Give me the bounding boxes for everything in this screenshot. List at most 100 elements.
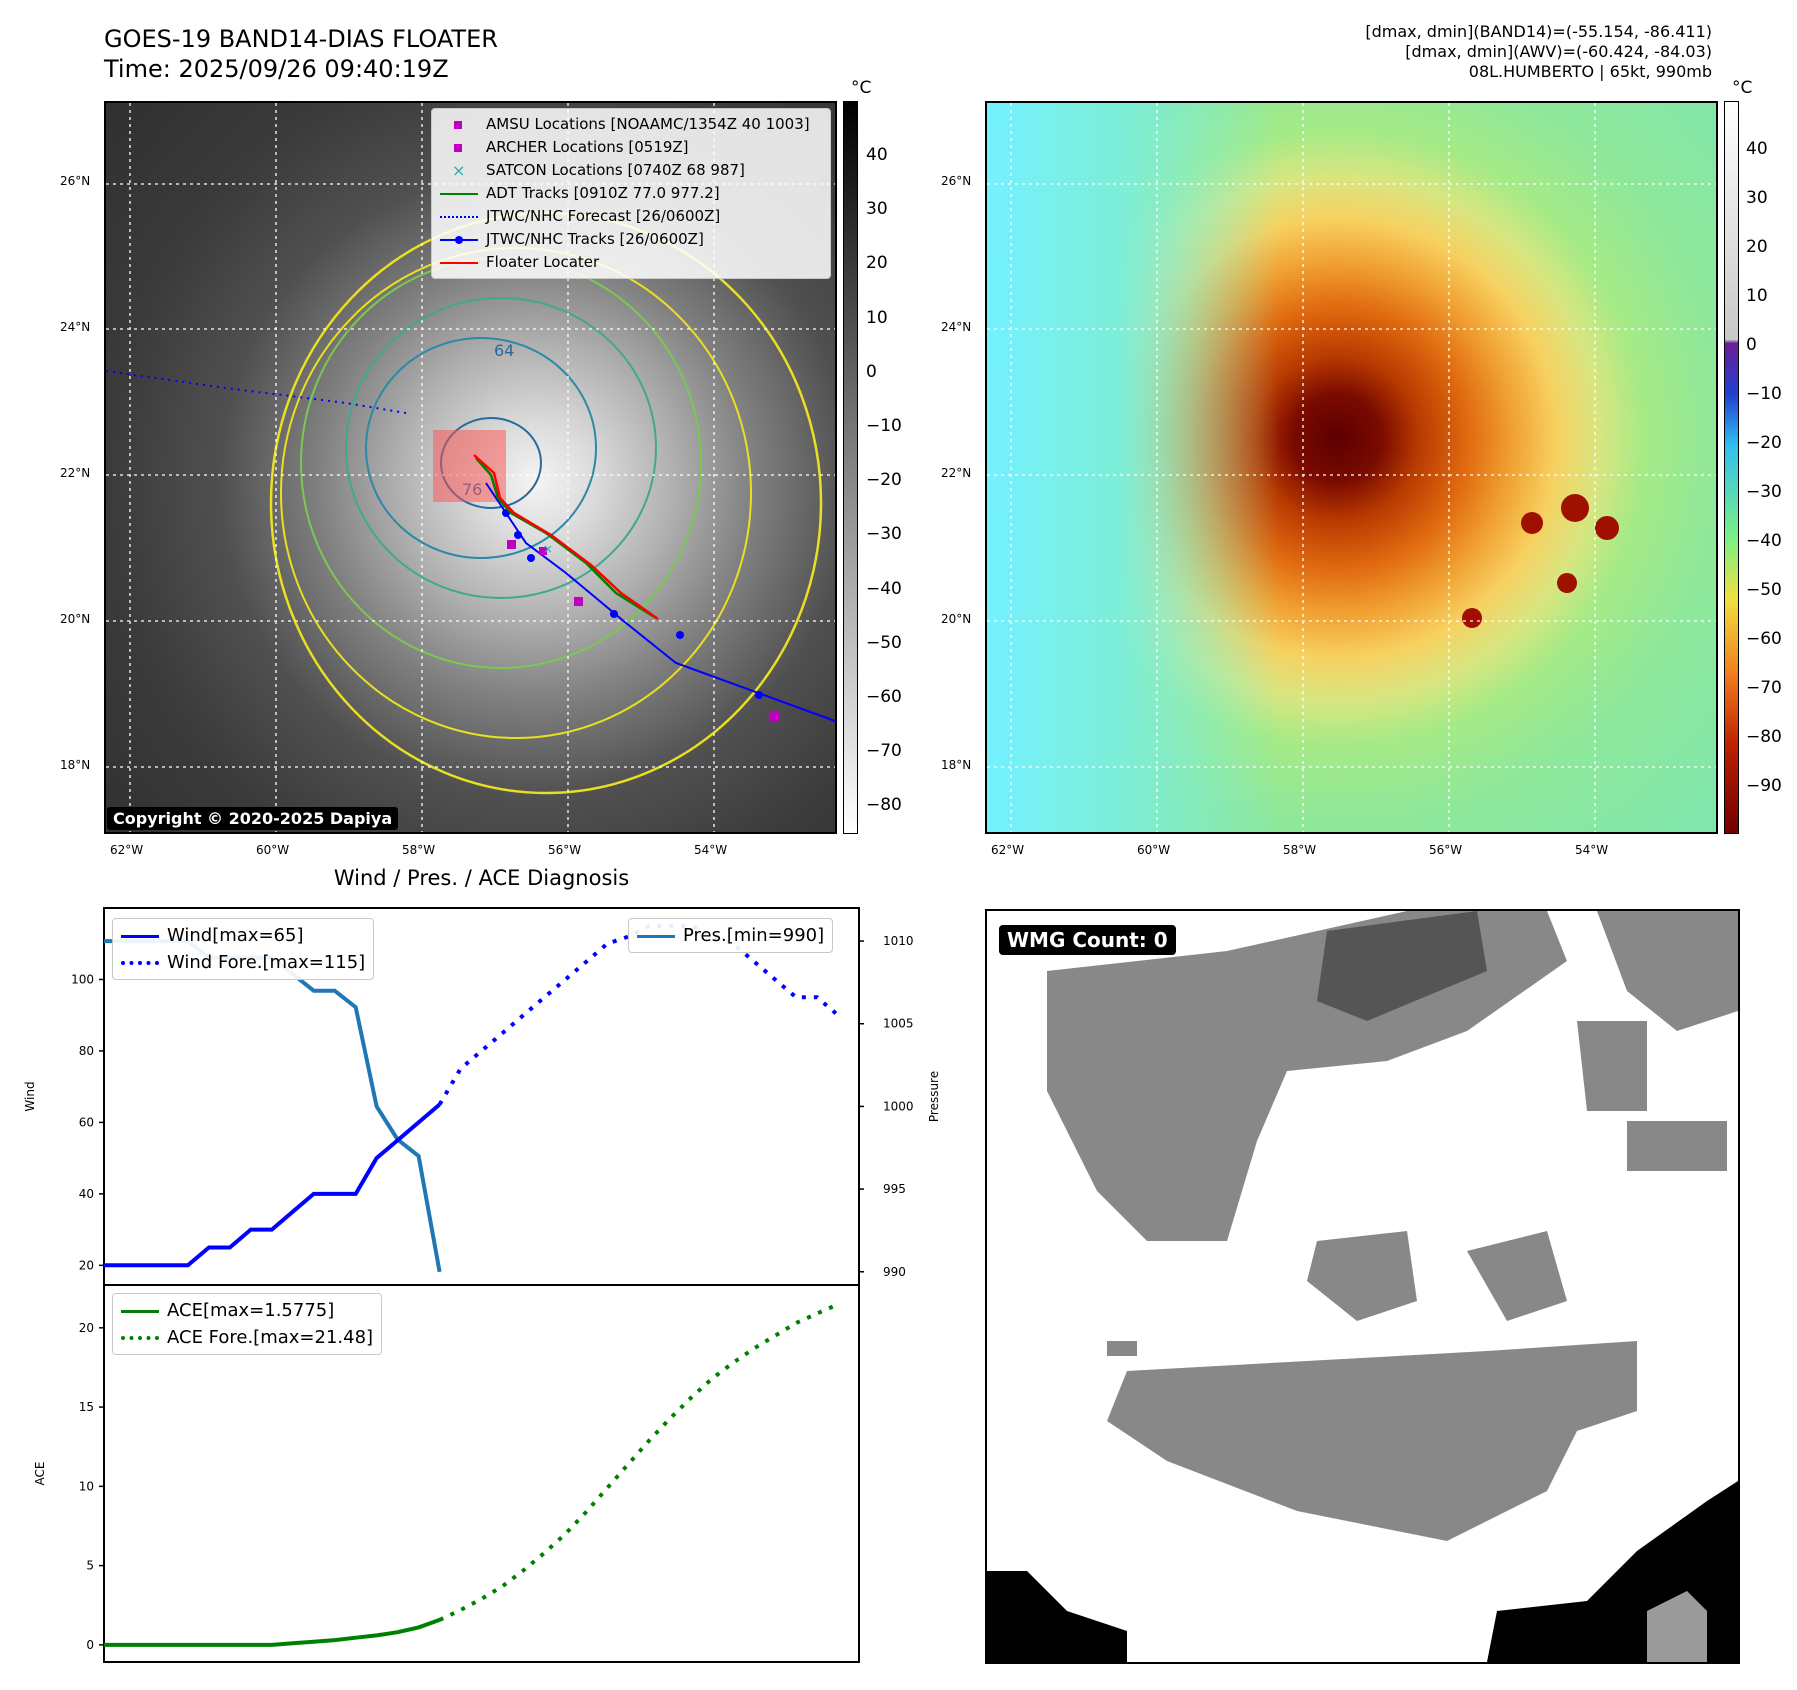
awv-colorbar-tick: −80 — [1746, 727, 1782, 747]
legend-item-amsu: AMSU Locations [NOAAMC/1354Z 40 1003] — [440, 113, 822, 136]
ir-satellite-panel: 64 76 × AMSU Locations [NOA — [104, 101, 837, 834]
pressure-line — [104, 939, 442, 1273]
awv-lon-label: 60°W — [1137, 843, 1171, 857]
contour-64 — [365, 337, 597, 559]
square-icon — [440, 118, 478, 132]
line-icon — [440, 256, 478, 270]
ir-lat-label: 22°N — [60, 466, 91, 480]
ace-axes-frame — [103, 1284, 860, 1663]
pressure-legend: Pres.[min=990] — [628, 918, 834, 953]
dotted-line-icon — [121, 956, 159, 970]
awv-colorbar-tick: −30 — [1746, 482, 1782, 502]
line-icon — [637, 929, 675, 943]
legend-item-ace: ACE[max=1.5775] — [121, 1297, 373, 1324]
legend-item-forecast: JTWC/NHC Forecast [26/0600Z] — [440, 205, 822, 228]
pressure-ytick-label: 1000 — [883, 1099, 914, 1113]
legend-item-archer: ARCHER Locations [0519Z] — [440, 136, 822, 159]
info-line-1: [dmax, dmin](BAND14)=(-55.154, -86.411) — [1365, 22, 1712, 41]
figure-title: GOES-19 BAND14-DIAS FLOATER Time: 2025/0… — [104, 24, 498, 84]
ir-colorbar-tick: −60 — [866, 687, 902, 707]
wmg-cloud-mask — [987, 911, 1738, 1662]
wmg-count-badge: WMG Count: 0 — [999, 925, 1176, 955]
awv-overlay — [987, 103, 1716, 832]
awv-lon-label: 58°W — [1283, 843, 1317, 857]
contour-label-64: 64 — [494, 341, 514, 360]
line-dot-icon — [440, 233, 478, 247]
wind-line — [104, 1102, 441, 1268]
awv-colorbar-tick: −40 — [1746, 531, 1782, 551]
ir-colorbar-tick: 0 — [866, 361, 877, 382]
ir-colorbar-unit: °C — [851, 78, 872, 98]
dotted-line-icon — [440, 210, 478, 224]
ir-lon-label: 56°W — [548, 843, 582, 857]
ir-colorbar-tick: −30 — [866, 524, 902, 545]
line-icon — [440, 187, 478, 201]
awv-lat-label: 26°N — [941, 174, 972, 188]
ace-ytick-label: 15 — [79, 1400, 94, 1414]
wmg-dark-region — [1317, 911, 1487, 1021]
line-icon — [121, 1304, 159, 1318]
floater-box — [433, 430, 506, 502]
awv-colorbar-tick: −20 — [1746, 433, 1782, 453]
intensity-info: [dmax, dmin](BAND14)=(-55.154, -86.411) … — [1365, 22, 1712, 82]
contour-teal — [345, 297, 657, 599]
x-icon: × — [452, 160, 466, 180]
awv-colorbar-tick: −70 — [1746, 678, 1782, 698]
awv-water-vapor-panel — [985, 101, 1718, 834]
ir-colorbar-tick: 30 — [866, 199, 888, 220]
info-line-2: [dmax, dmin](AWV)=(-60.424, -84.03) — [1405, 42, 1712, 61]
ir-colorbar-tick: −50 — [866, 632, 902, 653]
ace-ytick-label: 0 — [86, 1638, 94, 1652]
awv-colorbar-tick: 40 — [1746, 139, 1768, 159]
ir-lon-label: 62°W — [110, 843, 144, 857]
title-line-1: GOES-19 BAND14-DIAS FLOATER — [104, 25, 498, 53]
wind-ytick-label: 40 — [79, 1187, 94, 1201]
legend-item-floater: Floater Locater — [440, 251, 822, 274]
wind-ytick-label: 20 — [79, 1258, 94, 1272]
ir-lat-label: 24°N — [60, 320, 91, 334]
ace-legend: ACE[max=1.5775] ACE Fore.[max=21.48] — [112, 1293, 383, 1355]
legend-item-satcon: × SATCON Locations [0740Z 68 987] — [440, 159, 822, 182]
pressure-ytick-label: 990 — [883, 1265, 906, 1279]
timeseries-title: Wind / Pres. / ACE Diagnosis — [333, 866, 630, 890]
wind-legend: Wind[max=65] Wind Fore.[max=115] — [112, 918, 375, 980]
satcon-marker: × — [543, 542, 553, 556]
awv-colorbar-tick: −60 — [1746, 629, 1782, 649]
square-icon — [440, 141, 478, 155]
wind-ytick-label: 80 — [79, 1044, 94, 1058]
pressure-ytick-label: 1010 — [883, 934, 914, 948]
wind-axis-label: Wind — [23, 1081, 37, 1111]
line-icon — [121, 929, 159, 943]
legend-item-ace-forecast: ACE Fore.[max=21.48] — [121, 1324, 373, 1351]
awv-colorbar-tick: 20 — [1746, 237, 1768, 257]
awv-graticule — [987, 103, 1716, 832]
awv-colorbar-tick: −10 — [1746, 384, 1782, 404]
ace-ytick-label: 5 — [86, 1559, 94, 1573]
legend-item-wind: Wind[max=65] — [121, 922, 365, 949]
ir-colorbar — [843, 101, 858, 834]
pressure-ytick-label: 1005 — [883, 1017, 914, 1031]
awv-lat-label: 24°N — [941, 320, 972, 334]
ir-lat-label: 26°N — [60, 174, 91, 188]
ace-forecast-line — [438, 1302, 839, 1622]
ace-axis-label: ACE — [33, 1462, 47, 1486]
amsu-archer-points — [507, 540, 779, 721]
awv-lon-label: 56°W — [1429, 843, 1463, 857]
legend-item-jtwc-tracks: JTWC/NHC Tracks [26/0600Z] — [440, 228, 822, 251]
ir-lat-label: 18°N — [60, 758, 91, 772]
awv-colorbar-tick: 10 — [1746, 286, 1768, 306]
awv-lon-label: 62°W — [991, 843, 1025, 857]
forecast-track — [106, 370, 407, 414]
legend-item-pressure: Pres.[min=990] — [637, 922, 824, 949]
floater-locater-track — [473, 454, 659, 621]
dotted-line-icon — [121, 1331, 159, 1345]
awv-lon-label: 54°W — [1575, 843, 1609, 857]
ir-lon-label: 54°W — [694, 843, 728, 857]
ir-colorbar-tick: −40 — [866, 578, 902, 599]
ir-lon-label: 60°W — [256, 843, 290, 857]
ir-colorbar-tick: −80 — [866, 795, 902, 816]
pressure-axis-label: Pressure — [927, 1071, 940, 1122]
awv-lat-label: 22°N — [941, 466, 972, 480]
copyright-badge: Copyright © 2020-2025 Dapiya — [107, 807, 399, 830]
